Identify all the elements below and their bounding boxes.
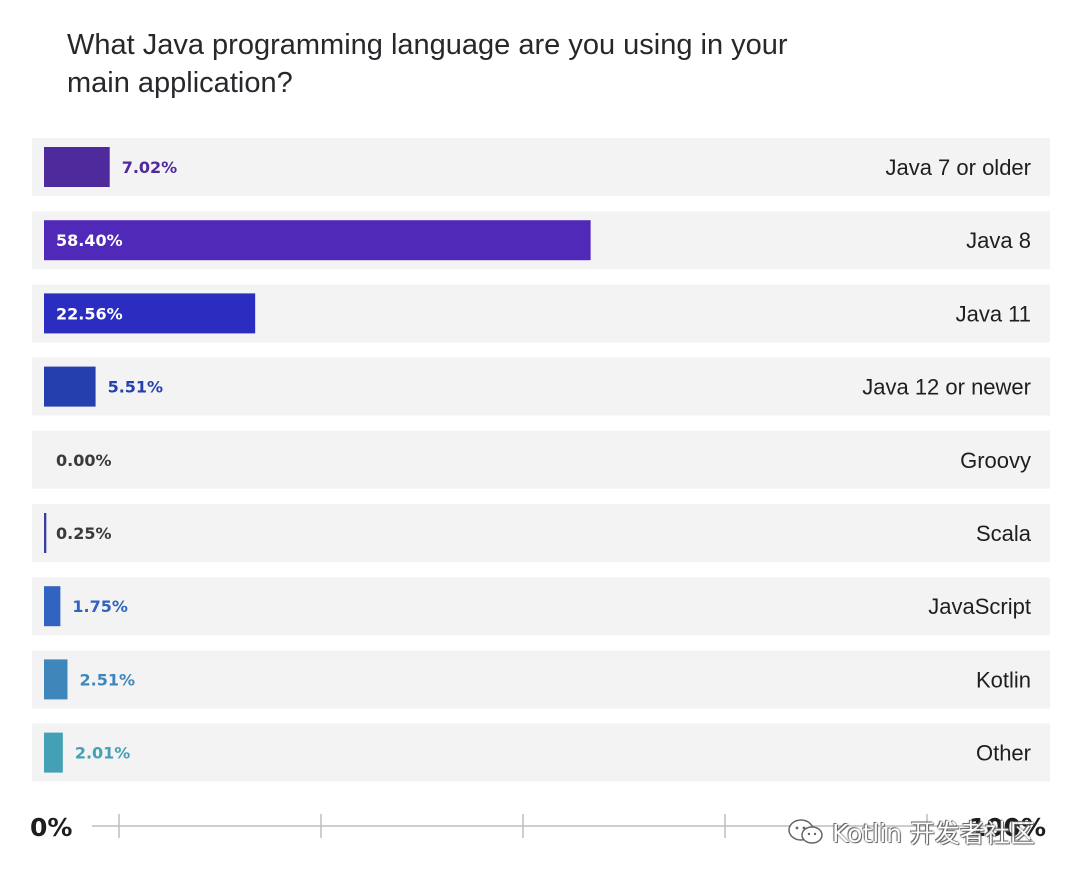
bar-row-background <box>32 650 1050 709</box>
x-axis-max-label: 100% <box>969 813 1046 842</box>
bar-row: 58.40% Java 8 <box>32 211 1050 270</box>
x-axis-min-label: 0% <box>30 813 72 842</box>
bar <box>44 147 110 187</box>
bar <box>44 220 591 261</box>
bar-row: 0.00% Groovy <box>32 430 1050 489</box>
bar-row-background <box>32 504 1050 562</box>
bar-row-background <box>32 357 1050 416</box>
x-axis: 0% 100% <box>30 813 1046 842</box>
bar-row: 2.01% Other <box>32 723 1050 782</box>
bar-row: 2.51% Kotlin <box>32 650 1050 709</box>
watermark: Kotlin 开发者社区 <box>786 812 1035 852</box>
category-label: Java 7 or older <box>885 155 1031 180</box>
category-label: Java 8 <box>966 228 1031 253</box>
category-label: Java 11 <box>956 301 1031 326</box>
bar-value-label: 22.56% <box>56 304 123 323</box>
category-label: Other <box>976 741 1031 766</box>
bar <box>44 366 96 407</box>
bar <box>44 732 63 773</box>
bar-row: 22.56% Java 11 <box>32 284 1050 343</box>
bar-value-label: 0.00% <box>56 451 112 470</box>
bar-value-label: 0.25% <box>56 524 112 543</box>
bar-row: 1.75% JavaScript <box>32 577 1050 636</box>
bar <box>44 513 47 553</box>
bar <box>44 659 68 700</box>
bar-value-label: 7.02% <box>122 158 178 177</box>
bar-row: 7.02% Java 7 or older <box>32 138 1050 196</box>
category-label: Scala <box>976 521 1032 546</box>
bar-row-background <box>32 723 1050 782</box>
bar-row: 0.25% Scala <box>32 504 1050 562</box>
bar <box>44 293 256 334</box>
bar-value-label: 1.75% <box>72 597 128 616</box>
category-label: Java 12 or newer <box>862 375 1031 400</box>
bar-value-label: 58.40% <box>56 231 123 250</box>
bar-row-background <box>32 430 1050 489</box>
bar-row: 5.51% Java 12 or newer <box>32 357 1050 416</box>
bar-value-label: 2.51% <box>79 670 135 689</box>
bar-row-background <box>32 577 1050 636</box>
category-label: Groovy <box>960 448 1031 473</box>
wechat-icon <box>788 819 823 844</box>
category-label: JavaScript <box>928 594 1031 619</box>
bar-value-label: 2.01% <box>75 744 131 763</box>
bar-value-label: 5.51% <box>108 378 164 397</box>
bar <box>44 586 61 627</box>
category-label: Kotlin <box>976 667 1031 692</box>
chart-title: What Java programming language are you u… <box>67 29 788 99</box>
bar-row-background <box>32 138 1050 196</box>
watermark-text: Kotlin 开发者社区 <box>832 819 1035 848</box>
